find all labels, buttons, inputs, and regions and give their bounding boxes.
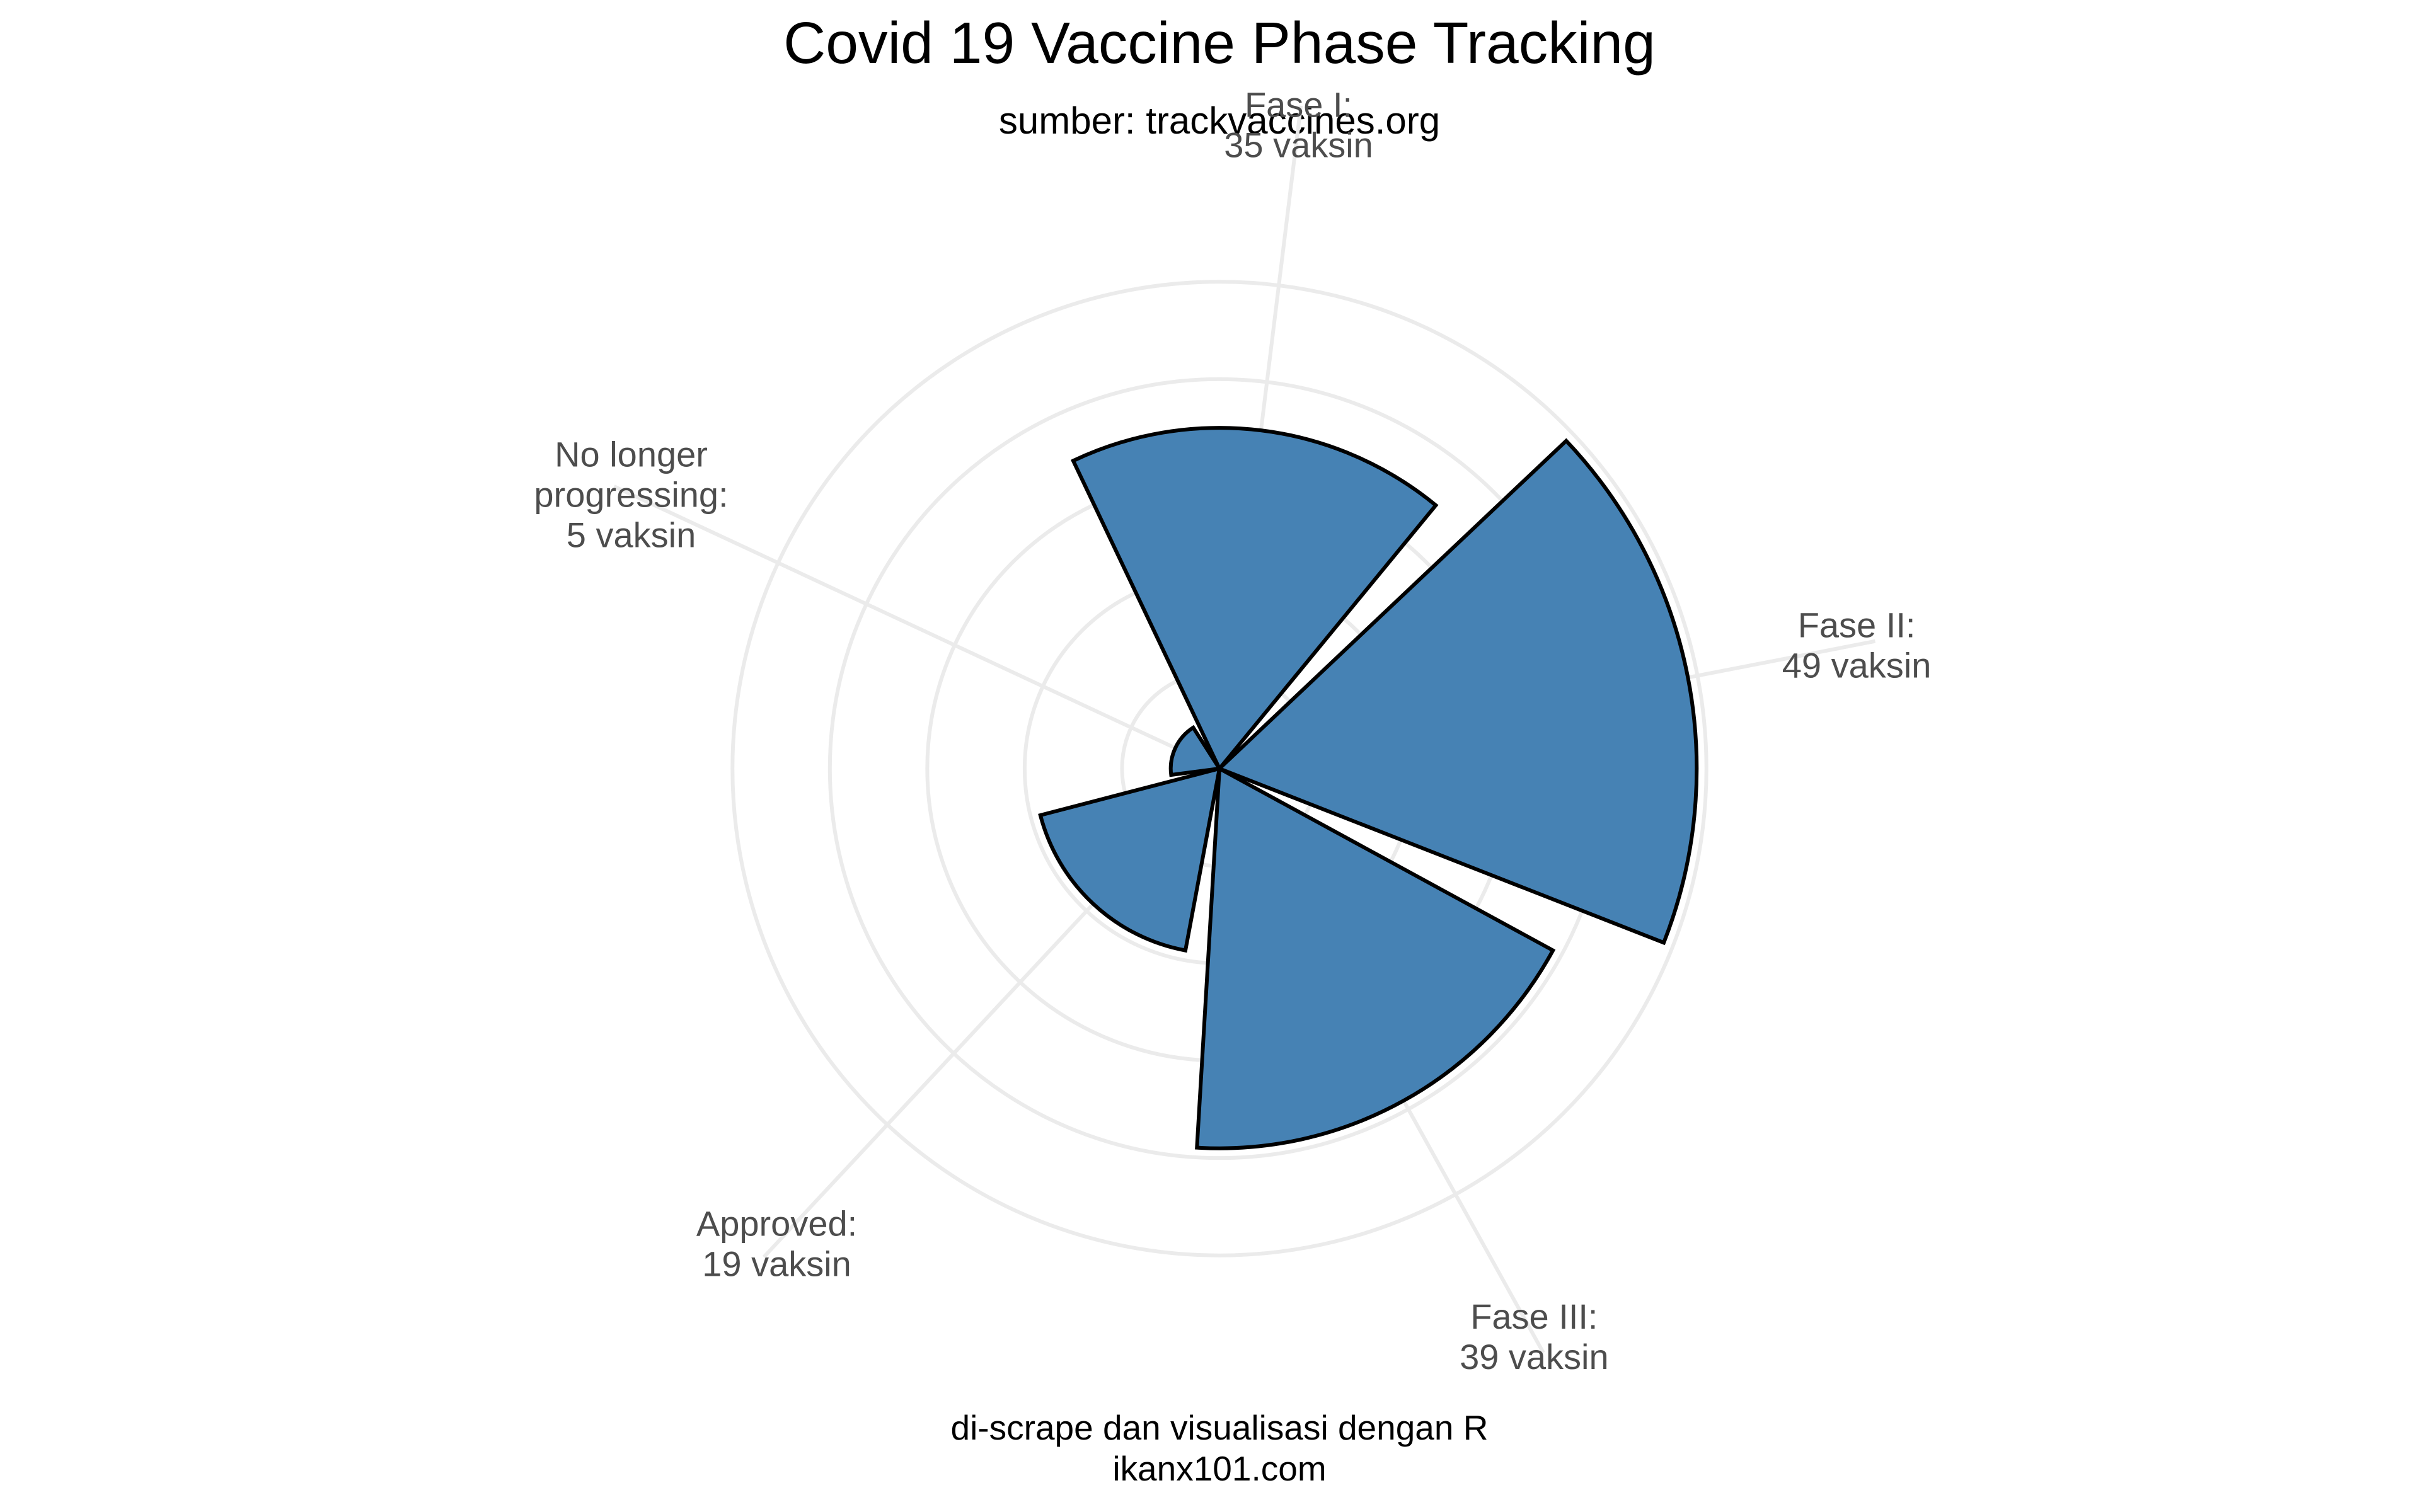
- chart-title: Covid 19 Vaccine Phase Tracking: [783, 10, 1656, 76]
- category-label: Fase II: 49 vaksin: [1782, 605, 1932, 685]
- caption-line-2: ikanx101.com: [1112, 1449, 1326, 1488]
- bar-wedge: [1038, 765, 1222, 953]
- category-label: Approved: 19 vaksin: [696, 1203, 857, 1283]
- chart-subtitle: sumber: trackvaccines.org: [999, 100, 1440, 142]
- grid-ring: [730, 280, 1708, 1257]
- category-label: Fase III: 39 vaksin: [1460, 1297, 1609, 1377]
- category-label: No longer progressing: 5 vaksin: [534, 435, 728, 555]
- bar-wedge: [1070, 426, 1439, 772]
- category-label: Fase I: 35 vaksin: [1224, 85, 1373, 165]
- category-label-layer: Fase I: 35 vaksin Fase II: 49 vaksin Fase II…: [534, 85, 1931, 1377]
- bar-wedge: [1168, 724, 1223, 777]
- bar-wedge: [1195, 765, 1556, 1150]
- bar-layer: [1038, 426, 1699, 1150]
- grid-spoke: [613, 484, 1221, 770]
- bar-wedge: [1216, 438, 1699, 946]
- caption-line-1: di-scrape dan visualisasi dengan R: [951, 1408, 1489, 1447]
